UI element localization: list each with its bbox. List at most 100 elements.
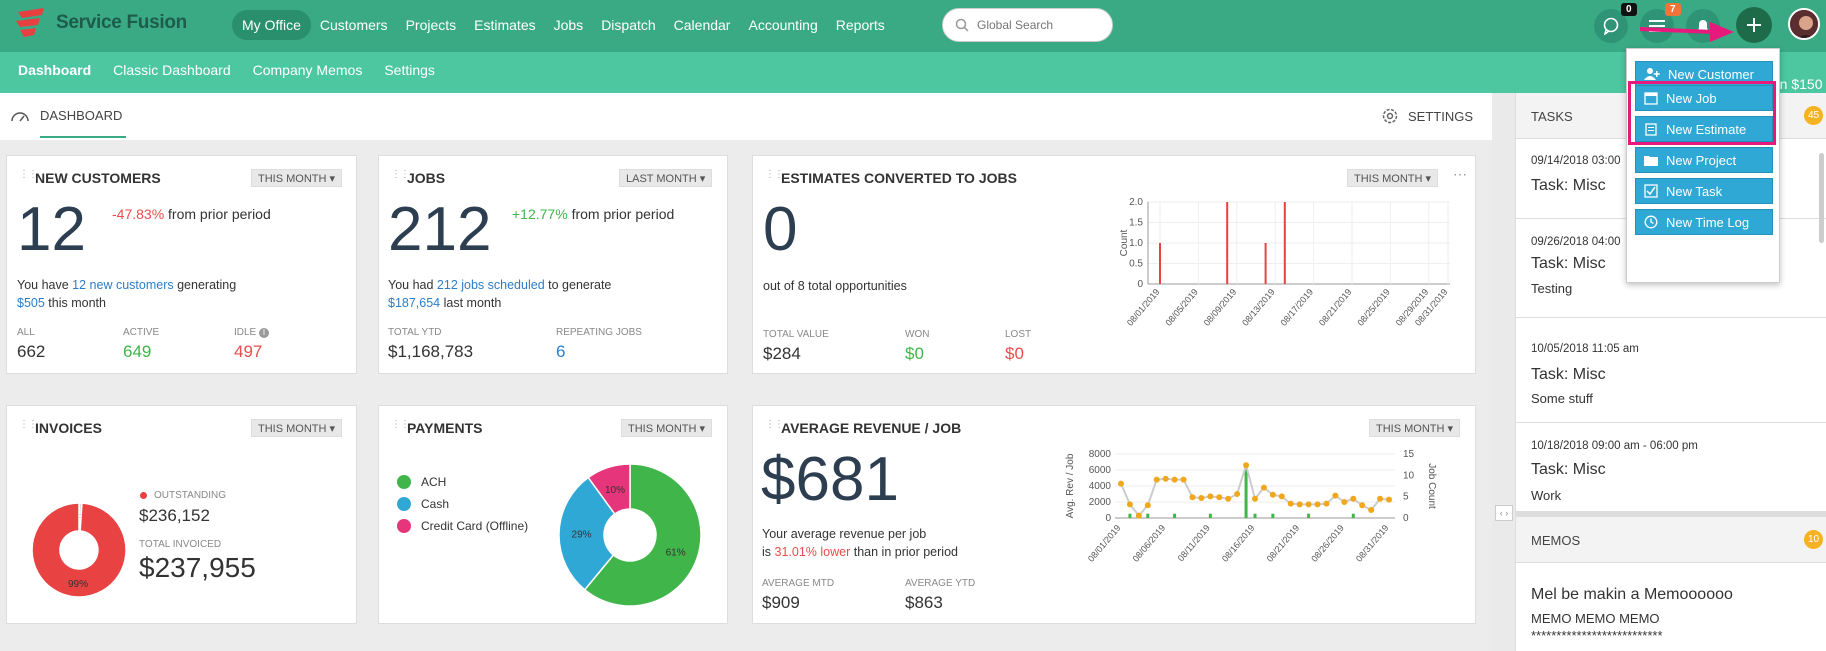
- new-estimate-button[interactable]: New Estimate: [1635, 116, 1773, 142]
- payments-legend: ACH Cash Credit Card (Offline): [397, 471, 528, 537]
- stat-value: $0: [905, 344, 924, 363]
- checkbox-icon: [1644, 184, 1658, 198]
- change-suffix: from prior period: [571, 206, 675, 222]
- stat-value: 6: [556, 342, 566, 361]
- y-axis-label: Avg. Rev / Job: [1065, 453, 1076, 518]
- task-item[interactable]: 10/18/2018 09:00 am - 06:00 pm Task: Mis…: [1516, 433, 1826, 513]
- x-tick-label: 08/01/2019: [1125, 287, 1162, 328]
- x-tick-label: 08/26/2019: [1309, 523, 1346, 564]
- text: generating: [177, 278, 237, 292]
- info-icon[interactable]: i: [259, 328, 270, 338]
- drag-handle-icon[interactable]: ⋮⋮: [391, 169, 410, 180]
- amount-link[interactable]: $505: [17, 296, 45, 310]
- legend-swatch: [397, 497, 411, 511]
- gear-icon: [1382, 108, 1398, 124]
- new-time-log-button[interactable]: New Time Log: [1635, 209, 1773, 235]
- new-task-button[interactable]: New Task: [1635, 178, 1773, 204]
- task-item[interactable]: 10/05/2018 11:05 am Task: Misc Some stuf…: [1516, 333, 1826, 423]
- revenue-point: [1377, 495, 1384, 502]
- total-invoiced-label: TOTAL INVOICED: [139, 539, 222, 550]
- period-select[interactable]: THIS MONTH ▾: [1369, 419, 1461, 437]
- change-suffix: from prior period: [168, 206, 271, 222]
- x-tick-label: 08/21/2019: [1265, 523, 1302, 564]
- x-tick-label: 08/09/2019: [1202, 287, 1239, 328]
- nav-jobs[interactable]: Jobs: [553, 17, 584, 33]
- legend-label: Cash: [421, 497, 450, 511]
- drag-handle-icon[interactable]: ⋮⋮: [391, 419, 410, 430]
- job-count-bar: [1146, 513, 1150, 518]
- text: than in prior period: [853, 545, 958, 559]
- jobs-scheduled-link[interactable]: 212 jobs scheduled: [436, 278, 545, 292]
- legend-item-ach: ACH: [397, 471, 528, 493]
- search-input[interactable]: [977, 18, 1097, 32]
- nav-calendar[interactable]: Calendar: [673, 17, 731, 33]
- logo-text: Service Fusion: [56, 12, 187, 33]
- slice-label: 29%: [572, 529, 592, 540]
- subnav-classic-dashboard[interactable]: Classic Dashboard: [113, 62, 231, 78]
- job-count-bar: [1208, 513, 1212, 518]
- subnav-company-memos[interactable]: Company Memos: [252, 62, 363, 78]
- revenue-point: [1198, 495, 1205, 501]
- revenue-point: [1296, 501, 1303, 508]
- main-nav: My Office Customers Projects Estimates J…: [232, 10, 894, 40]
- menu-label: New Project: [1666, 152, 1737, 168]
- period-select[interactable]: THIS MONTH ▾: [251, 419, 343, 437]
- nav-accounting[interactable]: Accounting: [748, 17, 818, 33]
- nav-estimates[interactable]: Estimates: [474, 17, 536, 33]
- jobs-card: ⋮⋮ JOBS LAST MONTH ▾ 212 +12.77% from pr…: [378, 155, 728, 374]
- amount-link[interactable]: $187,654: [388, 296, 441, 310]
- panel-divider[interactable]: [1516, 511, 1826, 517]
- period-select[interactable]: THIS MONTH ▾: [621, 419, 713, 437]
- memos-title: MEMOS: [1531, 533, 1581, 548]
- subnav-dashboard[interactable]: Dashboard: [18, 62, 92, 78]
- period-select[interactable]: THIS MONTH ▾: [1347, 169, 1439, 187]
- stat-value: $863: [905, 593, 943, 612]
- new-job-button[interactable]: New Job: [1635, 85, 1773, 111]
- tasks-scrollbar[interactable]: [1819, 153, 1824, 243]
- period-select[interactable]: THIS MONTH ▾: [251, 169, 343, 187]
- total-invoiced-value: $237,955: [139, 552, 256, 583]
- nav-reports[interactable]: Reports: [835, 17, 885, 33]
- legend-swatch: [397, 519, 411, 533]
- task-item[interactable]: 09/26/2018 04:00 Task: Misc Testing: [1516, 219, 1826, 318]
- quick-add-button[interactable]: [1736, 7, 1772, 43]
- logo[interactable]: Service Fusion: [14, 8, 187, 38]
- drag-handle-icon[interactable]: ⋮⋮: [19, 169, 38, 180]
- drag-handle-icon[interactable]: ⋮⋮: [765, 169, 784, 180]
- bar: [1264, 243, 1267, 284]
- global-search[interactable]: [942, 8, 1113, 42]
- avatar[interactable]: [1788, 8, 1820, 40]
- service-fusion-logo-icon: [16, 8, 44, 37]
- stat-label: LOST: [1005, 329, 1032, 340]
- menu-button[interactable]: [1640, 9, 1674, 43]
- kpi-change: -47.83% from prior period: [112, 206, 271, 222]
- panel-resize-handle[interactable]: ‹ ›: [1495, 505, 1513, 521]
- subnav-settings[interactable]: Settings: [384, 62, 435, 78]
- stat-value: $0: [1005, 344, 1024, 363]
- legend-item-cash: Cash: [397, 493, 528, 515]
- dashboard-settings-button[interactable]: SETTINGS: [1380, 106, 1473, 126]
- drag-handle-icon[interactable]: ⋮⋮: [765, 419, 784, 430]
- menu-badge: 7: [1665, 3, 1681, 16]
- period-select[interactable]: LAST MONTH ▾: [619, 169, 713, 187]
- memo-title[interactable]: Mel be makin a Memoooooo: [1531, 586, 1733, 603]
- job-count-bar: [1253, 513, 1257, 518]
- chat-icon: [1603, 17, 1619, 35]
- task-date: 09/26/2018 04:00: [1531, 236, 1621, 248]
- revenue-point: [1269, 491, 1276, 498]
- nav-customers[interactable]: Customers: [319, 17, 388, 33]
- nav-my-office[interactable]: My Office: [232, 10, 311, 40]
- card-title: INVOICES: [35, 420, 102, 436]
- revenue-point: [1189, 494, 1196, 501]
- new-customers-link[interactable]: 12 new customers: [72, 278, 174, 292]
- change-percent: -47.83%: [112, 206, 165, 222]
- kpi-value: 212: [388, 195, 492, 264]
- more-options-icon[interactable]: ⋯: [1453, 166, 1467, 182]
- new-project-button[interactable]: New Project: [1635, 147, 1773, 173]
- nav-projects[interactable]: Projects: [405, 17, 457, 33]
- nav-dispatch[interactable]: Dispatch: [601, 17, 656, 33]
- revenue-point: [1180, 476, 1187, 483]
- drag-handle-icon[interactable]: ⋮⋮: [19, 419, 38, 430]
- summary-line-1: You have 12 new customers generating: [17, 278, 236, 292]
